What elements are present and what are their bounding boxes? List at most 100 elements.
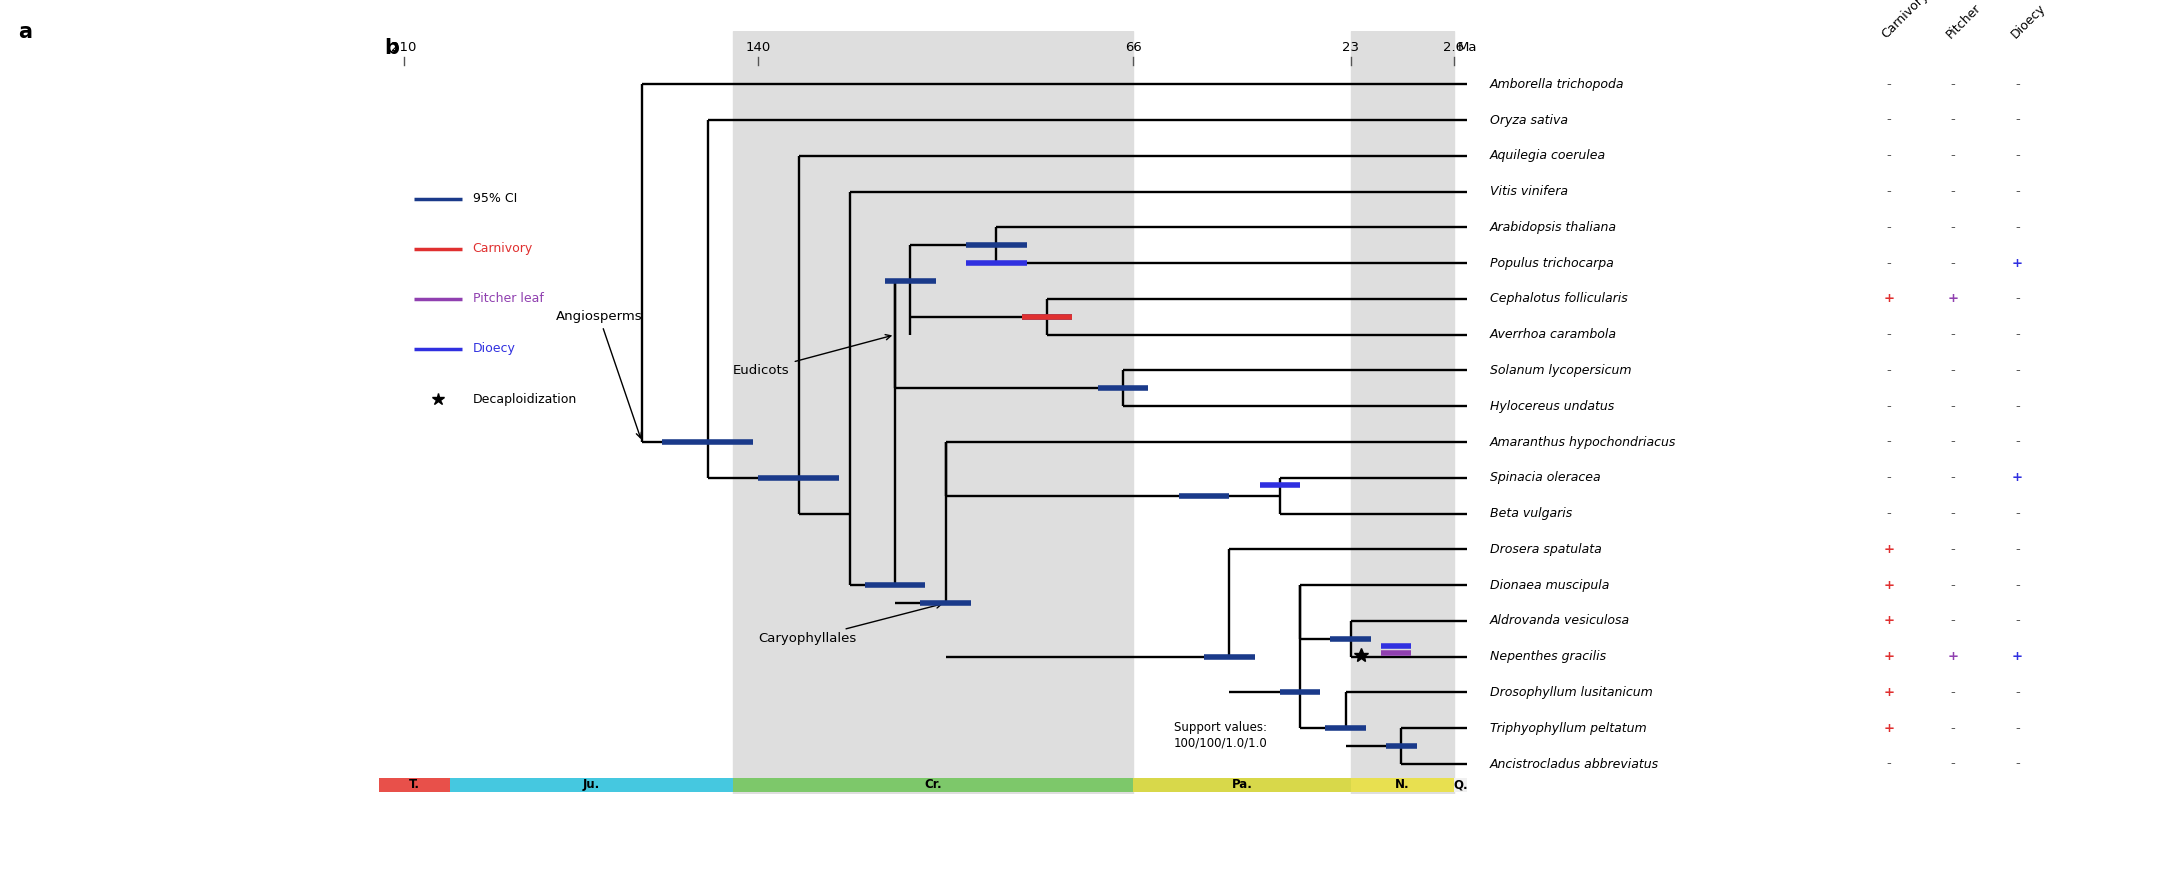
Text: Dioecy: Dioecy — [2008, 2, 2047, 41]
Text: Eudicots: Eudicots — [734, 334, 892, 377]
Text: -: - — [1887, 436, 1891, 449]
Text: -: - — [1950, 507, 1956, 520]
Text: +: + — [1883, 579, 1894, 592]
Text: Oryza sativa: Oryza sativa — [1491, 113, 1569, 127]
Text: -: - — [2015, 615, 2019, 628]
Text: -: - — [1950, 257, 1956, 270]
Bar — [1350, 778, 1454, 792]
Text: -: - — [2015, 686, 2019, 699]
Text: -: - — [2015, 579, 2019, 592]
Text: Ju.: Ju. — [582, 778, 599, 791]
Text: Averrhoa carambola: Averrhoa carambola — [1491, 328, 1617, 341]
Text: -: - — [1950, 686, 1956, 699]
Text: Amaranthus hypochondriacus: Amaranthus hypochondriacus — [1491, 436, 1677, 449]
Text: Drosera spatulata: Drosera spatulata — [1491, 543, 1601, 556]
Text: +: + — [1883, 543, 1894, 556]
Text: -: - — [1950, 471, 1956, 485]
Bar — [379, 778, 450, 792]
Text: -: - — [1950, 328, 1956, 341]
Text: Angiosperms: Angiosperms — [556, 310, 643, 438]
Text: Carnivory: Carnivory — [472, 243, 532, 255]
Text: Carnivory: Carnivory — [1881, 0, 1930, 41]
Text: -: - — [2015, 543, 2019, 556]
Text: Vitis vinifera: Vitis vinifera — [1491, 185, 1569, 198]
Text: 2.6: 2.6 — [1443, 41, 1465, 54]
Text: +: + — [1883, 615, 1894, 628]
Text: Aldrovanda vesiculosa: Aldrovanda vesiculosa — [1491, 615, 1629, 628]
Text: +: + — [1883, 650, 1894, 663]
Text: Q.: Q. — [1454, 778, 1467, 791]
Text: -: - — [1887, 328, 1891, 341]
Text: -: - — [2015, 292, 2019, 306]
Text: +: + — [1883, 292, 1894, 306]
Text: Hylocereus undatus: Hylocereus undatus — [1491, 400, 1614, 413]
Text: 210: 210 — [392, 41, 418, 54]
Text: -: - — [1950, 543, 1956, 556]
Text: +: + — [2013, 650, 2023, 663]
Text: Amborella trichopoda: Amborella trichopoda — [1491, 78, 1625, 91]
Text: Populus trichocarpa: Populus trichocarpa — [1491, 257, 1614, 270]
Text: -: - — [1887, 400, 1891, 413]
Text: Aquilegia coerulea: Aquilegia coerulea — [1491, 149, 1606, 162]
Text: +: + — [1883, 722, 1894, 735]
Text: Decaploidization: Decaploidization — [472, 393, 578, 406]
Text: -: - — [2015, 758, 2019, 771]
Text: Triphyophyllum peltatum: Triphyophyllum peltatum — [1491, 722, 1647, 735]
Text: -: - — [1887, 78, 1891, 91]
Text: 140: 140 — [747, 41, 770, 54]
Text: -: - — [2015, 400, 2019, 413]
Text: 23: 23 — [1342, 41, 1359, 54]
Text: -: - — [1887, 471, 1891, 485]
Text: -: - — [1950, 78, 1956, 91]
Text: -: - — [2015, 113, 2019, 127]
Text: -: - — [2015, 328, 2019, 341]
Text: Pitcher leaf: Pitcher leaf — [472, 292, 543, 306]
Text: Dionaea muscipula: Dionaea muscipula — [1491, 579, 1610, 592]
Text: -: - — [2015, 149, 2019, 162]
Text: -: - — [1950, 400, 1956, 413]
Text: -: - — [1950, 113, 1956, 127]
Text: -: - — [1950, 579, 1956, 592]
Text: Pitcher: Pitcher — [1943, 2, 1984, 41]
Text: -: - — [2015, 507, 2019, 520]
Text: -: - — [2015, 78, 2019, 91]
Text: Cephalotus follicularis: Cephalotus follicularis — [1491, 292, 1627, 306]
Text: +: + — [1948, 292, 1958, 306]
Text: -: - — [1887, 507, 1891, 520]
Text: -: - — [1950, 185, 1956, 198]
Text: a: a — [17, 22, 32, 42]
Text: +: + — [2013, 471, 2023, 485]
Text: Caryophyllales: Caryophyllales — [757, 603, 941, 645]
Text: Nepenthes gracilis: Nepenthes gracilis — [110, 832, 247, 847]
Text: -: - — [2015, 436, 2019, 449]
Text: -: - — [2015, 364, 2019, 377]
Text: Drosophyllum lusitanicum: Drosophyllum lusitanicum — [1491, 686, 1653, 699]
Text: +: + — [1883, 686, 1894, 699]
Text: Ancistrocladus abbreviatus: Ancistrocladus abbreviatus — [1491, 758, 1660, 771]
Text: Dioecy: Dioecy — [472, 342, 515, 355]
Text: N.: N. — [1396, 778, 1409, 791]
Text: 66: 66 — [1125, 41, 1140, 54]
Bar — [450, 778, 734, 792]
Text: Nepenthes gracilis: Nepenthes gracilis — [1491, 650, 1606, 663]
Text: +: + — [1948, 650, 1958, 663]
Text: -: - — [1950, 149, 1956, 162]
Text: T.: T. — [409, 778, 420, 791]
Text: 95% CI: 95% CI — [472, 192, 517, 205]
Text: Pa.: Pa. — [1231, 778, 1253, 791]
Text: -: - — [1950, 364, 1956, 377]
Bar — [734, 31, 1134, 794]
Text: Spinacia oleracea: Spinacia oleracea — [1491, 471, 1601, 485]
Text: -: - — [1887, 113, 1891, 127]
Text: -: - — [1950, 436, 1956, 449]
Text: -: - — [1950, 221, 1956, 234]
Text: -: - — [1887, 257, 1891, 270]
Text: -: - — [1950, 758, 1956, 771]
Text: +: + — [2013, 257, 2023, 270]
Text: Beta vulgaris: Beta vulgaris — [1491, 507, 1573, 520]
Text: -: - — [1887, 758, 1891, 771]
Text: Solanum lycopersicum: Solanum lycopersicum — [1491, 364, 1632, 377]
Text: -: - — [1887, 364, 1891, 377]
Text: -: - — [2015, 722, 2019, 735]
Bar — [734, 778, 1134, 792]
